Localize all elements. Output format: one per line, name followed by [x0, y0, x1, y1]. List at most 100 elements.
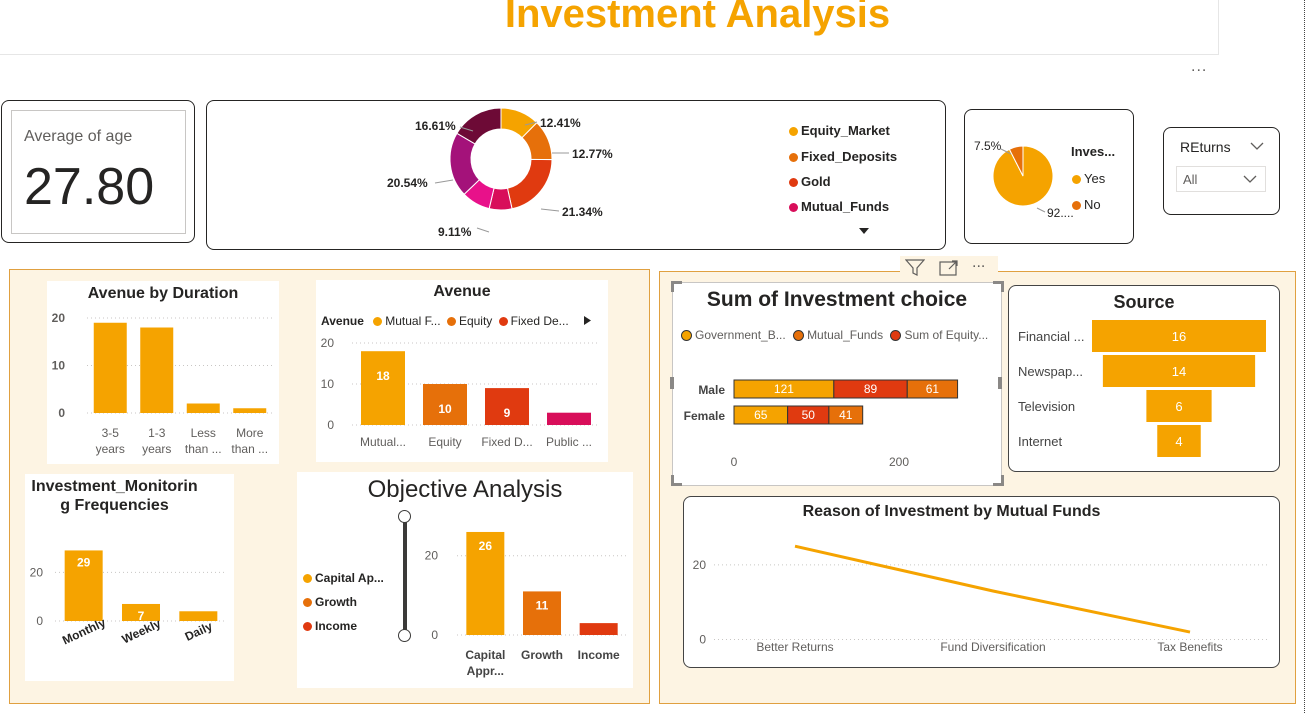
legend-item-equity-2[interactable]: Equity [444, 314, 492, 328]
y-tick-label: 0 [431, 628, 438, 642]
legend-scroll-down-icon[interactable] [858, 227, 870, 235]
x-tick-label: than ... [231, 442, 268, 456]
bar[interactable] [423, 384, 467, 425]
returns-slicer[interactable]: REturns All [1163, 127, 1280, 215]
data-label: 6 [1175, 399, 1182, 414]
more-options-icon[interactable]: ... [1191, 58, 1208, 75]
reason-chart: 0 20 Better Returns Fund Diversification Tax… [693, 544, 1269, 654]
slicer-collapse-icon[interactable] [1250, 142, 1264, 151]
kpi-card[interactable]: Average of age 27.80 [1, 100, 195, 243]
zoom-slider-top-handle[interactable] [398, 510, 411, 523]
bar[interactable] [233, 408, 267, 413]
page-edge-divider [1304, 0, 1305, 713]
x-tick-label: Equity [428, 435, 461, 449]
more-options-icon[interactable]: ... [972, 254, 986, 271]
legend-item-gold[interactable]: Gold [789, 170, 897, 194]
resize-handle-top-right[interactable] [993, 281, 1004, 292]
duration-title: Avenue by Duration [87, 285, 239, 302]
pie-slice[interactable] [1008, 145, 1024, 177]
bar[interactable] [361, 351, 405, 425]
duration-visual[interactable]: Avenue by Duration 0 10 20 3-5 years 1-3 years… [47, 281, 279, 464]
x-tick-label: More [236, 426, 264, 440]
funnel-bar[interactable] [1102, 355, 1256, 387]
x-tick-label: Appr... [467, 664, 504, 678]
source-visual[interactable]: Source Financial ... 16 Newspap... 14 Televi… [1008, 285, 1280, 472]
bar[interactable] [64, 550, 103, 621]
reason-visual[interactable]: Reason of Investment by Mutual Funds 0 20… [683, 496, 1280, 668]
bar[interactable] [466, 531, 505, 635]
funnel-category-label: Financial ... [1018, 329, 1084, 344]
pie-card[interactable]: 7.5% 92.... Inves... Yes No [964, 109, 1134, 244]
legend-item-growth[interactable]: Growth [303, 590, 384, 614]
y-tick-label: 0 [327, 418, 334, 432]
donut-card[interactable]: 12.41% 12.77% 21.34% 9.11% 20.54% 16.61%… [206, 100, 946, 250]
legend-item-sum-equity[interactable]: Sum of Equity... [886, 328, 988, 342]
bar[interactable] [523, 591, 561, 635]
bar[interactable] [179, 611, 218, 621]
objective-visual[interactable]: Objective Analysis Capital Ap... Growth … [297, 472, 633, 688]
stacked-bar-segment[interactable] [828, 405, 864, 425]
y-tick-label: 0 [699, 633, 706, 647]
legend-item-no[interactable]: No [1072, 192, 1105, 218]
bar[interactable] [547, 412, 591, 425]
x-tick-label: Income [578, 648, 620, 662]
objective-chart: 0 20 26 Capital Appr... 11 Growth Income [425, 531, 627, 678]
avenue-chart: 0 10 20 18 Mutual... 10 Equity 9 Fixed D... Publi… [321, 336, 600, 449]
filter-icon[interactable] [905, 259, 925, 276]
resize-handle-top-left[interactable] [671, 281, 682, 292]
data-label: 41 [839, 408, 853, 422]
resize-handle-left[interactable] [670, 377, 674, 389]
line-series[interactable] [794, 544, 1191, 634]
legend-next-icon[interactable] [583, 315, 592, 326]
funnel-bar[interactable] [1092, 320, 1266, 352]
y-tick-label: 10 [52, 359, 66, 373]
legend-item-income[interactable]: Income [303, 614, 384, 638]
bar[interactable] [485, 388, 529, 425]
monitoring-visual[interactable]: Investment_Monitorin g Frequencies 0 20 29… [25, 474, 234, 681]
donut-slice[interactable] [456, 107, 502, 145]
bar[interactable] [140, 327, 174, 414]
bar[interactable] [122, 603, 160, 621]
legend-item-fixed[interactable]: Fixed_Deposits [789, 144, 897, 170]
x-tick-label: 200 [889, 455, 909, 469]
donut-slice[interactable] [506, 158, 553, 210]
legend-item-government[interactable]: Government_B... [681, 328, 786, 342]
bar[interactable] [579, 623, 618, 635]
data-label: 50 [802, 408, 816, 422]
source-title: Source [1113, 292, 1175, 312]
avenue-visual[interactable]: Avenue Avenue Mutual F... Equity Fixed D… [316, 280, 608, 462]
stacked-bar-segment[interactable] [906, 379, 959, 399]
funnel-bar[interactable] [1146, 390, 1212, 422]
legend-item-mutual-funds[interactable]: Mutual_Funds [789, 328, 883, 342]
zoom-slider-track[interactable] [403, 516, 407, 636]
zoom-slider-bottom-handle[interactable] [398, 629, 411, 642]
pie-label-yes: 92.... [1047, 206, 1074, 220]
bar[interactable] [93, 322, 127, 413]
choice-visual[interactable]: Sum of Investment choice Government_B...… [670, 281, 1004, 486]
legend-item-fixed-2[interactable]: Fixed De... [496, 314, 569, 328]
legend-item-mutual[interactable]: Mutual_Funds [789, 194, 897, 220]
x-tick-label: Public ... [546, 435, 592, 449]
legend-item-yes[interactable]: Yes [1072, 166, 1105, 192]
x-tick-label: 1-3 [148, 426, 166, 440]
x-tick-label: Better Returns [756, 640, 833, 654]
legend-item-mutual-f[interactable]: Mutual F... [367, 314, 441, 328]
data-label: 16 [1172, 329, 1186, 344]
funnel-category-label: Internet [1018, 434, 1062, 449]
bar[interactable] [186, 403, 220, 414]
donut-label-e: 20.54% [387, 176, 428, 190]
legend-item-equity[interactable]: Equity_Market [789, 118, 897, 144]
focus-mode-icon[interactable] [938, 259, 960, 276]
resize-handle-bottom-left[interactable] [671, 475, 682, 486]
funnel-bar[interactable] [1157, 425, 1201, 457]
slicer-dropdown[interactable]: All [1176, 166, 1266, 192]
resize-handle-bottom-right[interactable] [993, 475, 1004, 486]
choice-chart: Male 121 89 61 Female 65 50 41 0 200 [684, 379, 959, 469]
x-tick-label: Daily [183, 619, 215, 644]
legend-item-capital[interactable]: Capital Ap... [303, 566, 384, 590]
resize-handle-right[interactable] [998, 377, 1002, 389]
y-tick-label: 20 [52, 311, 66, 325]
objective-title: Objective Analysis [367, 476, 563, 503]
